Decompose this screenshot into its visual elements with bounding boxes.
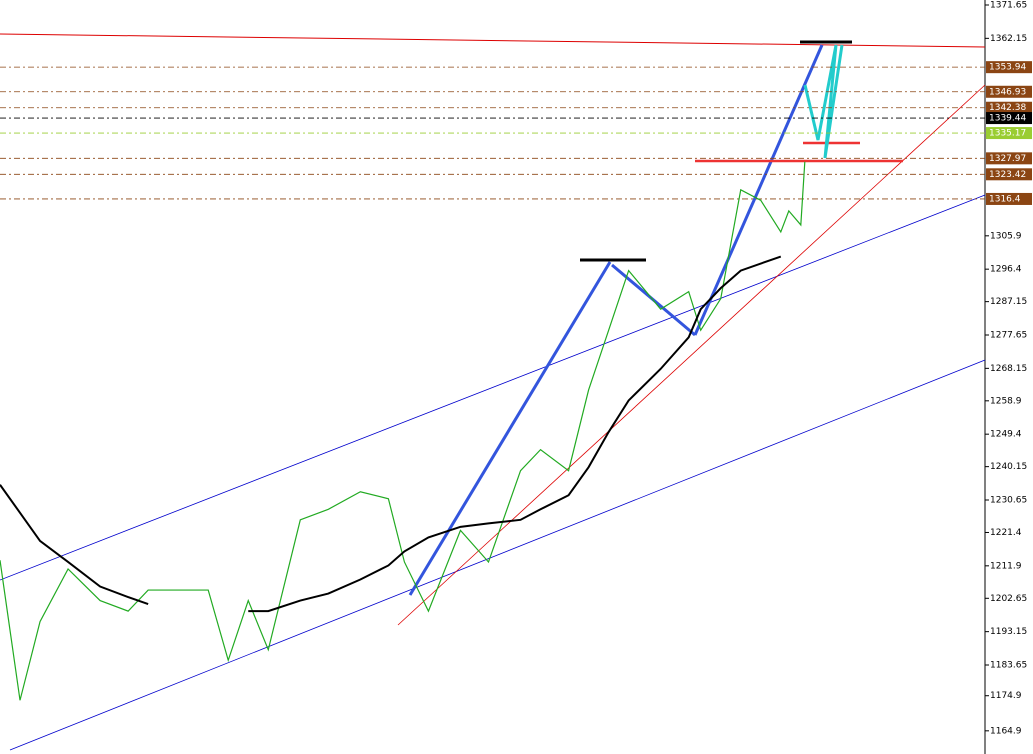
projection-arrow — [803, 44, 844, 159]
y-tick-label: 1362.15 — [990, 34, 1027, 44]
series-line — [0, 161, 806, 701]
level-label: 1346.93 — [989, 87, 1026, 97]
level-label: 1316.4 — [989, 194, 1021, 204]
y-tick-label: 1230.65 — [990, 495, 1027, 505]
series-line — [0, 484, 149, 606]
y-tick-label: 1164.9 — [990, 726, 1022, 736]
y-tick-label: 1240.15 — [990, 462, 1027, 472]
y-tick-label: 1305.9 — [990, 231, 1022, 241]
level-label: 1342.38 — [989, 103, 1026, 113]
y-tick-label: 1211.9 — [990, 561, 1022, 571]
level-label-bg — [986, 101, 1032, 114]
level-label-bg — [986, 112, 1032, 125]
level-label-bg — [986, 168, 1032, 181]
level-label-bg — [986, 192, 1032, 205]
level-label-bg — [986, 61, 1032, 74]
y-tick-label: 1287.15 — [990, 297, 1027, 307]
level-label: 1323.42 — [989, 170, 1026, 180]
y-tick-label: 1268.15 — [990, 364, 1027, 374]
y-tick-label: 1221.4 — [990, 528, 1022, 538]
level-label-bg — [986, 127, 1032, 140]
y-tick-label: 1202.65 — [990, 594, 1027, 604]
y-tick-label: 1258.9 — [990, 396, 1022, 406]
y-tick-label: 1277.65 — [990, 330, 1027, 340]
channel-upper — [0, 194, 986, 581]
y-tick-label: 1249.4 — [990, 430, 1022, 440]
drawings — [0, 33, 986, 751]
level-label-bg — [986, 152, 1032, 165]
level-label: 1339.44 — [989, 114, 1026, 124]
level-label: 1327.97 — [989, 154, 1026, 164]
y-tick-label: 1183.65 — [990, 661, 1027, 671]
level-label: 1335.17 — [989, 129, 1026, 139]
channel-lower — [9, 359, 986, 751]
y-tick-label: 1371.65 — [990, 0, 1027, 10]
level-label: 1353.94 — [989, 63, 1026, 73]
series-line — [248, 255, 782, 613]
y-tick-label: 1193.15 — [990, 627, 1027, 637]
y-tick-label: 1174.9 — [990, 691, 1022, 701]
trend-line — [397, 84, 986, 626]
arrow — [408, 261, 612, 596]
y-tick-label: 1296.4 — [990, 265, 1022, 275]
arrow — [693, 44, 824, 336]
level-label-bg — [986, 85, 1032, 98]
